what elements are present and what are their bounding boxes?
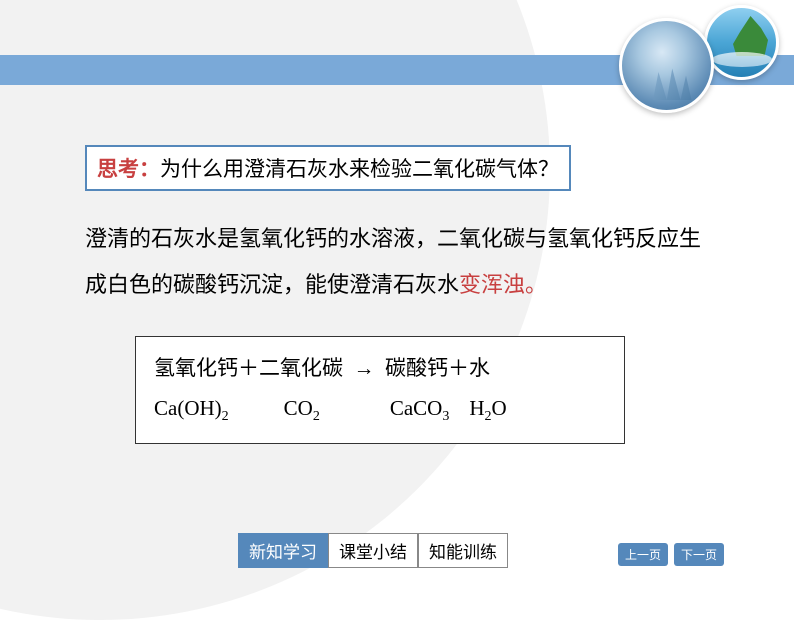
equation-formula-row: Ca(OH)2CO2CaCO3H2O bbox=[154, 389, 606, 431]
formula-co: CO bbox=[284, 396, 313, 420]
product-2: 水 bbox=[469, 356, 490, 380]
plus-2: ＋ bbox=[448, 356, 469, 380]
product-1: 碳酸钙 bbox=[385, 356, 448, 380]
plus-1: ＋ bbox=[238, 356, 259, 380]
sub-2: 2 bbox=[313, 409, 320, 424]
equation-box: 氢氧化钙＋二氧化碳 → 碳酸钙＋水 Ca(OH)2CO2CaCO3H2O bbox=[135, 336, 625, 444]
equation-word-row: 氢氧化钙＋二氧化碳 → 碳酸钙＋水 bbox=[154, 349, 606, 389]
question-text: 为什么用澄清石灰水来检验二氧化碳气体？ bbox=[160, 157, 559, 181]
arrow: → bbox=[354, 356, 375, 380]
prev-page-button[interactable]: 上一页 bbox=[618, 543, 668, 566]
formula-caco: CaCO bbox=[390, 396, 443, 420]
reactant-1: 氢氧化钙 bbox=[154, 356, 238, 380]
nav-tabs: 新知学习 课堂小结 知能训练 bbox=[238, 533, 508, 568]
next-page-button[interactable]: 下一页 bbox=[674, 543, 724, 566]
sub-4: 2 bbox=[485, 409, 492, 424]
formula-o: O bbox=[492, 396, 507, 420]
reactant-2: 二氧化碳 bbox=[259, 356, 343, 380]
sub-3: 3 bbox=[442, 409, 449, 424]
question-label: 思考： bbox=[97, 157, 160, 181]
sub-1: 2 bbox=[222, 409, 229, 424]
tab-exercises[interactable]: 知能训练 bbox=[418, 533, 508, 568]
tab-new-learning[interactable]: 新知学习 bbox=[238, 533, 328, 568]
formula-caoh: Ca(OH) bbox=[154, 396, 222, 420]
page-navigation: 上一页 下一页 bbox=[618, 543, 724, 566]
main-content: 思考：为什么用澄清石灰水来检验二氧化碳气体？ 澄清的石灰水是氢氧化钙的水溶液，二… bbox=[0, 0, 794, 444]
explanation-text: 澄清的石灰水是氢氧化钙的水溶液，二氧化碳与氢氧化钙反应生成白色的碳酸钙沉淀，能使… bbox=[85, 216, 714, 308]
explanation-part1: 澄清的石灰水是氢氧化钙的水溶液，二氧化碳与氢氧化钙反应生成白色的碳酸钙沉淀，能使… bbox=[85, 226, 701, 297]
explanation-period: 。 bbox=[525, 272, 547, 297]
explanation-highlight: 变浑浊 bbox=[459, 272, 525, 297]
tab-summary[interactable]: 课堂小结 bbox=[328, 533, 418, 568]
question-box: 思考：为什么用澄清石灰水来检验二氧化碳气体？ bbox=[85, 145, 571, 191]
formula-h: H bbox=[469, 396, 484, 420]
